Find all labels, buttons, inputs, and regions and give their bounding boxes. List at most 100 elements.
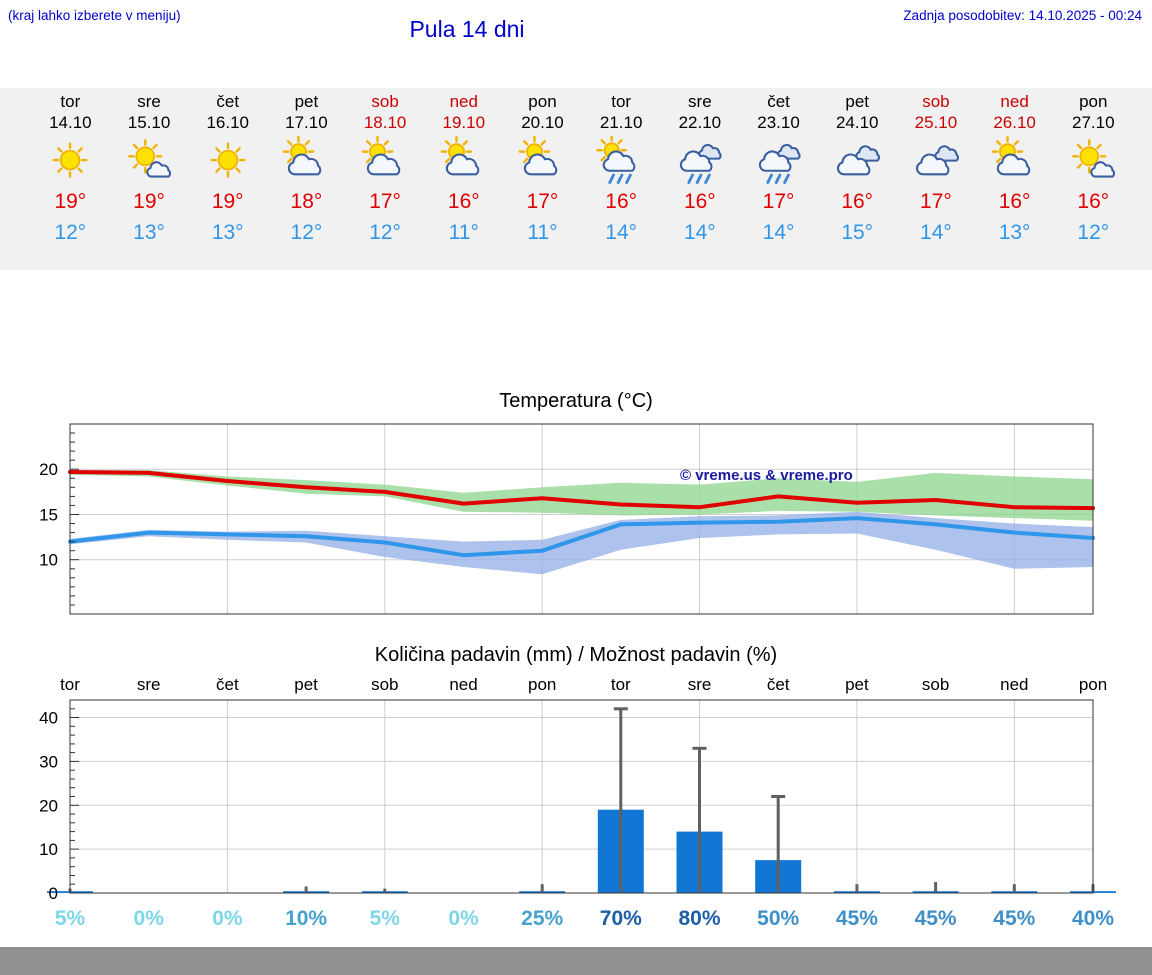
tmin-label: 15° — [841, 221, 874, 244]
day-column-20.10[interactable]: pon 20.10 17° 11° — [503, 88, 582, 270]
day-name: ned — [1000, 92, 1029, 111]
footer-bar — [0, 947, 1152, 975]
day-column-19.10[interactable]: ned 19.10 16° 11° — [424, 88, 503, 270]
partly-cloudy-icon — [283, 136, 322, 176]
precip-probability: 0% — [212, 907, 243, 930]
tmin-label: 13° — [998, 221, 1031, 244]
tmin-label: 11° — [527, 221, 558, 244]
svg-text:čet: čet — [767, 675, 790, 694]
partly-cloudy-icon — [440, 136, 480, 176]
mostly-sunny-icon — [128, 139, 172, 178]
rain-icon — [679, 144, 722, 184]
day-date: 21.10 — [599, 113, 643, 132]
precip-probability: 10% — [285, 907, 327, 930]
svg-text:ned: ned — [1000, 675, 1028, 694]
precipitation-chart: tor sre čet pet sob ned pon tor sre čet pet sob ned p… — [39, 675, 1116, 930]
day-name: tor — [60, 92, 81, 111]
tmin-label: 13° — [133, 221, 165, 244]
precip-probability: 0% — [448, 907, 479, 930]
precip-probability: 50% — [757, 907, 799, 930]
day-name: pon — [528, 92, 557, 111]
day-date: 23.10 — [757, 113, 800, 132]
day-name: pet — [294, 92, 319, 111]
tmax-label: 17° — [762, 190, 795, 213]
day-date: 17.10 — [285, 113, 328, 132]
day-column-16.10[interactable]: čet 16.10 19° 13° — [188, 88, 267, 270]
svg-text:pet: pet — [845, 675, 869, 694]
svg-text:0: 0 — [49, 884, 58, 903]
day-column-24.10[interactable]: pet 24.10 16° 15° — [818, 88, 897, 270]
cloudy-icon — [837, 145, 881, 176]
page-title: Pula 14 dni — [409, 16, 525, 42]
tmax-label: 19° — [54, 190, 87, 213]
precipitation-chart-title: Količina padavin (mm) / Možnost padavin … — [374, 644, 778, 666]
svg-text:sob: sob — [371, 675, 398, 694]
tmax-label: 17° — [920, 190, 952, 213]
day-name: sre — [688, 92, 712, 111]
precip-probability: 45% — [993, 907, 1035, 930]
tmin-label: 12° — [54, 221, 87, 244]
svg-text:sre: sre — [688, 675, 712, 694]
precip-probability: 80% — [678, 907, 720, 930]
day-date: 16.10 — [206, 113, 249, 132]
day-date: 27.10 — [1072, 113, 1115, 132]
day-name: čet — [216, 92, 240, 111]
day-date: 20.10 — [521, 113, 564, 132]
day-column-15.10[interactable]: sre 15.10 19° 13° — [110, 88, 189, 270]
day-column-21.10[interactable]: tor 21.10 16° 14° — [582, 88, 661, 270]
day-date: 19.10 — [442, 113, 486, 132]
day-column-23.10[interactable]: čet 23.10 17° 14° — [739, 88, 818, 270]
tmax-label: 16° — [1077, 190, 1110, 213]
day-date: 14.10 — [49, 113, 92, 132]
svg-text:tor: tor — [611, 675, 631, 694]
precip-probability: 70% — [600, 907, 642, 930]
tmax-label: 16° — [998, 190, 1031, 213]
tmin-label: 14° — [683, 221, 716, 244]
tmax-label: 17° — [369, 190, 401, 213]
day-column-25.10[interactable]: sob 25.10 17° 14° — [897, 88, 976, 270]
tmin-label: 14° — [605, 221, 638, 244]
day-column-14.10[interactable]: tor 14.10 19° 12° — [31, 88, 110, 270]
day-date: 25.10 — [914, 113, 958, 132]
day-column-18.10[interactable]: sob 18.10 17° 12° — [346, 88, 425, 270]
partly-cloudy-icon — [991, 136, 1030, 176]
precip-probability: 45% — [836, 907, 878, 930]
tmax-label: 18° — [290, 190, 323, 213]
svg-text:pon: pon — [528, 675, 556, 694]
day-date: 22.10 — [678, 113, 722, 132]
day-name: sob — [371, 92, 399, 111]
svg-text:tor: tor — [60, 675, 80, 694]
day-column-27.10[interactable]: pon 27.10 16° 12° — [1054, 88, 1133, 270]
watermark: © vreme.us & vreme.pro — [680, 467, 853, 484]
day-name: ned — [449, 92, 478, 111]
location-hint: (kraj lahko izberete v meniju) — [8, 8, 181, 23]
svg-text:20: 20 — [39, 796, 58, 815]
tmin-label: 13° — [211, 221, 244, 244]
day-name: pon — [1079, 92, 1108, 111]
partly-cloudy-icon — [519, 136, 558, 176]
sunny-icon — [52, 142, 88, 178]
mostly-sunny-icon — [1072, 139, 1116, 178]
svg-text:30: 30 — [39, 752, 58, 771]
tmin-label: 12° — [369, 221, 401, 244]
day-date: 26.10 — [993, 113, 1036, 132]
day-date: 18.10 — [363, 113, 407, 132]
svg-text:sre: sre — [137, 675, 161, 694]
header: (kraj lahko izberete v meniju) Pula 14 d… — [0, 0, 1152, 50]
day-column-22.10[interactable]: sre 22.10 16° 14° — [661, 88, 740, 270]
precipitation-section: Količina padavin (mm) / Možnost padavin … — [0, 642, 1152, 934]
precip-probability: 5% — [55, 907, 86, 930]
day-name: čet — [767, 92, 790, 111]
tmin-label: 12° — [290, 221, 323, 244]
svg-text:sob: sob — [922, 675, 949, 694]
rain-icon — [758, 144, 801, 184]
temperature-section: Temperatura (°C) 10 15 20 © vreme.us & vrem… — [0, 388, 1152, 630]
tmax-label: 16° — [841, 190, 874, 213]
partly-cloudy-icon — [361, 136, 401, 176]
day-name: pet — [845, 92, 870, 111]
day-name: tor — [611, 92, 632, 111]
day-column-17.10[interactable]: pet 17.10 18° 12° — [267, 88, 346, 270]
day-column-26.10[interactable]: ned 26.10 16° 13° — [975, 88, 1054, 270]
tmin-label: 11° — [448, 221, 479, 244]
